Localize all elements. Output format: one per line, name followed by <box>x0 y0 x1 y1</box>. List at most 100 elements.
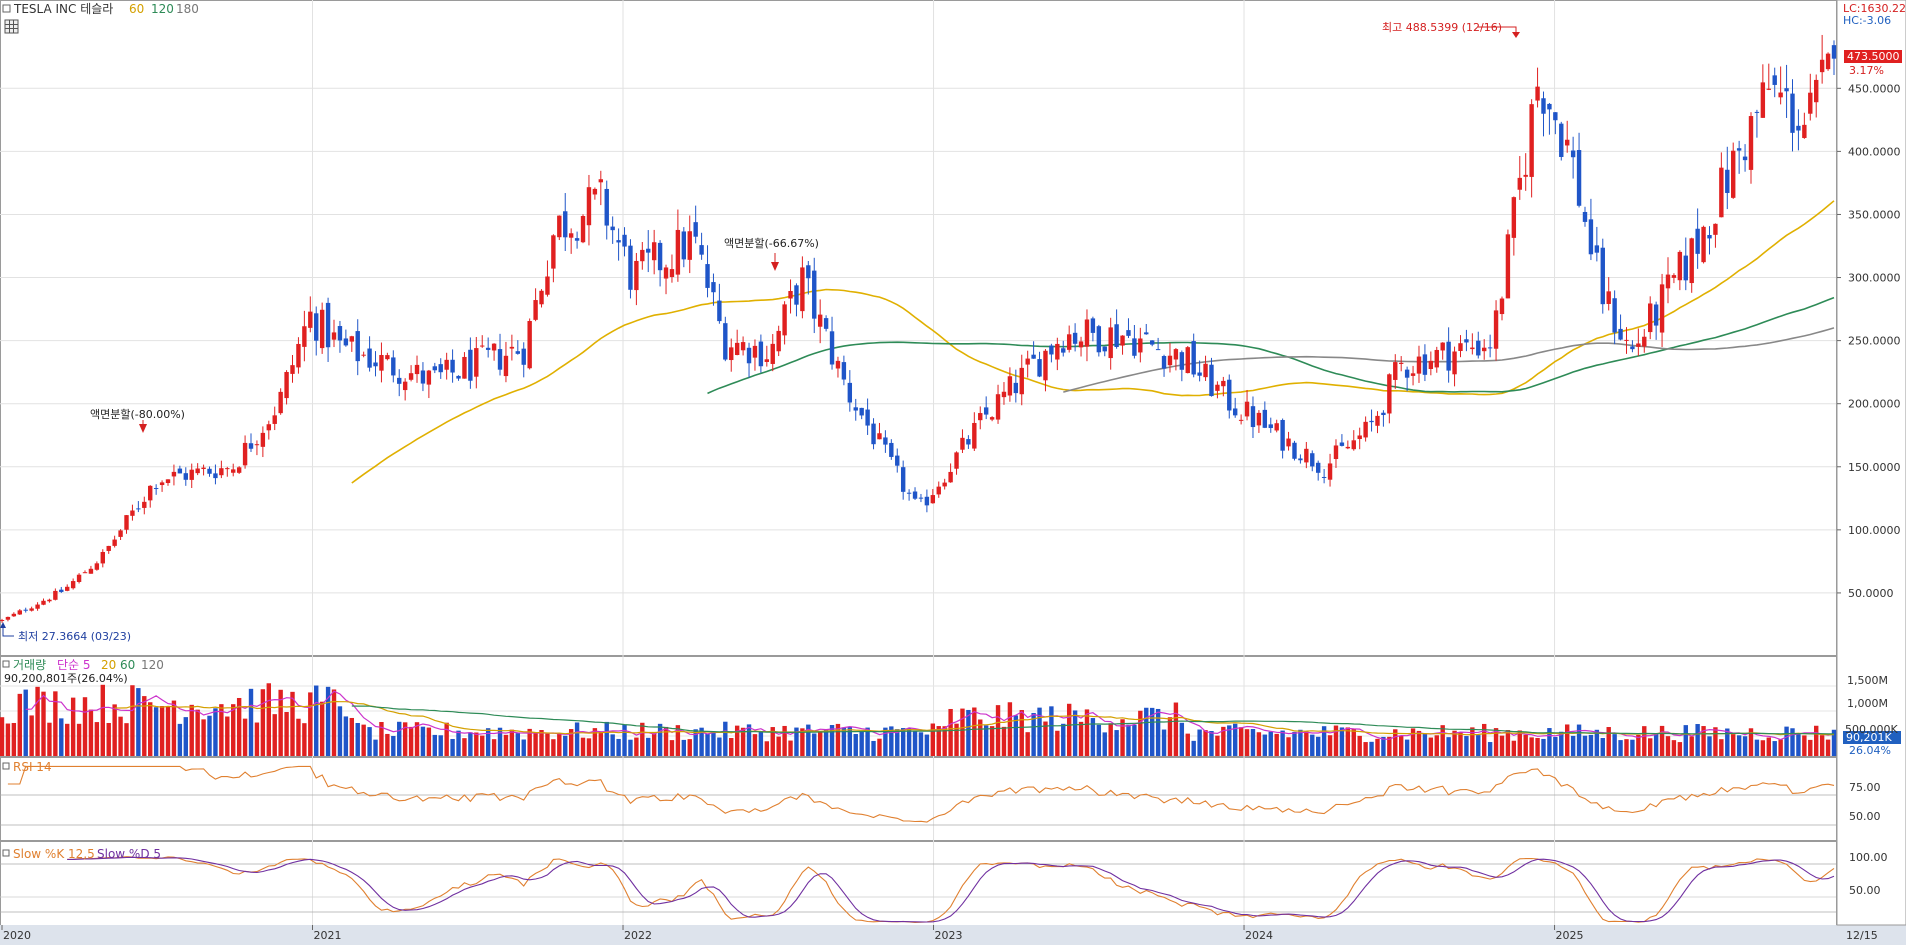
candle-body <box>1559 123 1564 157</box>
volume-bar <box>1594 729 1600 756</box>
volume-bar <box>1203 730 1208 756</box>
volume-bar <box>1404 739 1410 756</box>
candle-body <box>1582 211 1588 222</box>
candle-body <box>782 304 787 336</box>
volume-bar <box>41 691 46 756</box>
volume-bar <box>1393 729 1398 756</box>
candle-body <box>343 338 349 346</box>
volume-bar <box>1529 737 1534 756</box>
volume-bar <box>1055 730 1060 756</box>
candle-body <box>622 234 627 247</box>
volume-bar <box>1286 737 1291 756</box>
candle-body <box>770 343 775 364</box>
volume-bar <box>1547 728 1552 756</box>
volume-bar <box>1262 734 1268 756</box>
candle-body <box>88 568 94 574</box>
volume-bar <box>17 693 22 756</box>
volume-bar <box>1719 739 1724 756</box>
stoch-pane[interactable] <box>0 841 1837 926</box>
volume-bar <box>1458 732 1463 756</box>
candle-body <box>1725 169 1730 193</box>
candle-body <box>349 336 354 342</box>
volume-bar <box>1778 739 1783 756</box>
volume-ytick-3: 500,000K <box>1845 723 1898 736</box>
volume-bar <box>53 691 58 756</box>
volume-legend-ma120: 120 <box>141 658 164 672</box>
volume-bar <box>1630 739 1635 756</box>
candle-body <box>1505 234 1511 299</box>
volume-bar <box>1238 727 1244 756</box>
volume-bar <box>1707 736 1712 756</box>
collapse-icon[interactable] <box>2 4 11 13</box>
candle-body <box>1748 116 1754 170</box>
candle-body <box>1363 421 1368 438</box>
volume-legend-ma20: 20 <box>101 658 116 672</box>
volume-legend-ma5: 단순 5 <box>57 658 91 672</box>
volume-bar <box>1677 742 1683 756</box>
table-icon[interactable] <box>4 19 19 34</box>
candle-body <box>568 233 574 238</box>
volume-bar <box>337 706 343 756</box>
volume-bar <box>1310 734 1315 756</box>
volume-bar <box>474 732 479 756</box>
candle-body <box>1078 341 1084 348</box>
volume-bar <box>1653 733 1659 756</box>
volume-bar <box>219 704 224 756</box>
candle-body <box>118 530 123 537</box>
candle-body <box>693 222 698 237</box>
candle-body <box>877 433 882 440</box>
candle-body <box>1624 339 1629 341</box>
volume-bar <box>865 727 870 756</box>
price-pane[interactable] <box>0 0 1837 656</box>
volume-bar <box>1126 724 1131 756</box>
candle-body <box>610 226 615 231</box>
volume-bar <box>580 737 586 756</box>
candle-body <box>213 473 218 479</box>
candle-body <box>1825 53 1831 70</box>
candle-body <box>847 382 853 403</box>
volume-bar <box>847 726 853 756</box>
candle-body <box>195 468 200 474</box>
volume-bar <box>835 723 841 756</box>
volume-bars <box>0 683 1837 756</box>
volume-bar <box>319 701 325 756</box>
volume-bar <box>1357 735 1362 756</box>
rsi-collapse-icon[interactable] <box>2 762 10 770</box>
volume-bar <box>1138 710 1143 756</box>
volume-bar <box>936 726 941 756</box>
candle-body <box>1244 401 1250 417</box>
volume-bar <box>1363 742 1368 756</box>
candle-body <box>1731 150 1736 198</box>
volume-bar <box>100 684 105 756</box>
volume-bar <box>563 735 568 756</box>
candle-body <box>1570 150 1576 158</box>
volume-bar <box>1588 734 1594 756</box>
stoch-collapse-icon[interactable] <box>2 849 10 857</box>
candle-body <box>1173 349 1179 360</box>
volume-bar <box>1007 702 1013 756</box>
candle-body <box>1031 354 1036 359</box>
rsi-pane[interactable] <box>0 757 1837 841</box>
volume-bar <box>924 734 930 756</box>
candle-body <box>527 320 532 369</box>
candle-body <box>900 467 906 492</box>
candle-body <box>1274 423 1279 431</box>
candle-body <box>1203 363 1208 378</box>
candle-body <box>1375 415 1380 426</box>
volume-bar <box>153 707 159 756</box>
candle-body <box>1333 445 1339 460</box>
candle-body <box>948 471 953 483</box>
volume-collapse-icon[interactable] <box>2 660 10 668</box>
volume-bar <box>675 725 681 756</box>
volume-bar <box>1304 731 1309 756</box>
candle-body <box>1517 177 1522 190</box>
volume-bar <box>1618 740 1623 756</box>
candle-body <box>563 211 568 238</box>
candle-body <box>70 581 76 589</box>
volume-bar <box>1808 739 1813 756</box>
volume-bar <box>468 732 473 756</box>
volume-bar <box>106 723 111 756</box>
candle-body <box>1606 291 1611 304</box>
candle-body <box>711 282 716 293</box>
